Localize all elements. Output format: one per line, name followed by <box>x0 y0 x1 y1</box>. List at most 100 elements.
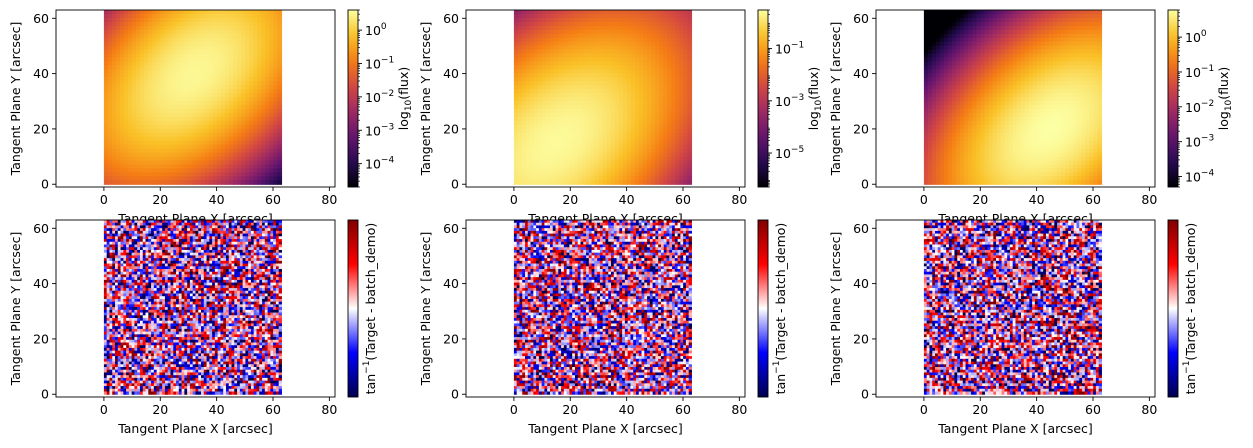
x-tick-label: 20 <box>972 402 988 417</box>
colorbar: 100 10−1 10−2 10−3 10−4 log10(flux) <box>1167 9 1234 188</box>
y-axis-label: Tangent Plane Y [arcsec] <box>8 232 23 387</box>
heatmap-image <box>923 10 1103 185</box>
colorbar-tick-label: 10−3 <box>1185 134 1214 150</box>
y-axis-label: Tangent Plane Y [arcsec] <box>828 232 843 387</box>
y-tick-label: 20 <box>33 331 49 346</box>
y-tick-label: 20 <box>33 121 49 136</box>
y-axis-label: Tangent Plane Y [arcsec] <box>418 22 433 177</box>
x-tick-label: 40 <box>1029 192 1045 207</box>
y-axis-label: Tangent Plane Y [arcsec] <box>418 232 433 387</box>
x-axis-label: Tangent Plane X [arcsec] <box>117 421 273 436</box>
y-tick-label: 60 <box>443 221 459 236</box>
colorbar-gradient <box>757 9 769 188</box>
y-tick-label: 40 <box>853 66 869 81</box>
axes-frame <box>875 219 1156 398</box>
colorbar-gradient <box>347 9 359 188</box>
axes-frame <box>55 219 336 398</box>
y-axis-label: Tangent Plane Y [arcsec] <box>8 22 23 177</box>
y-tick-label: 40 <box>443 66 459 81</box>
x-tick-label: 60 <box>265 402 281 417</box>
x-tick-label: 20 <box>562 192 578 207</box>
y-tick-label: 0 <box>861 177 869 192</box>
colorbar-tick-label: 100 <box>1185 29 1207 45</box>
x-tick-label: 20 <box>562 402 578 417</box>
axes-frame <box>875 9 1156 188</box>
colorbar-tick-label: 10−1 <box>1185 64 1214 80</box>
x-tick-label: 60 <box>675 402 691 417</box>
x-tick-label: 20 <box>972 192 988 207</box>
y-tick-label: 60 <box>33 221 49 236</box>
x-tick-label: 80 <box>1141 192 1157 207</box>
colorbar-tick-label: 10−4 <box>1185 169 1214 185</box>
heatmap-image <box>103 220 282 395</box>
x-tick-label: 80 <box>731 402 747 417</box>
colorbar-gradient <box>347 219 359 398</box>
x-tick-label: 40 <box>1029 402 1045 417</box>
x-tick-label: 80 <box>321 192 337 207</box>
colorbar-tick-label: 10−1 <box>775 41 804 57</box>
y-tick-label: 20 <box>443 331 459 346</box>
x-tick-label: 0 <box>920 192 928 207</box>
colorbar-label: tan−1(Target - batch_demo) <box>362 223 378 395</box>
heatmap-image <box>103 10 283 185</box>
y-axis-label: Tangent Plane Y [arcsec] <box>828 22 843 177</box>
y-tick-label: 60 <box>443 11 459 26</box>
x-tick-label: 60 <box>265 192 281 207</box>
colorbar: tan−1(Target - batch_demo) <box>757 219 788 398</box>
subplot-residual: 0 20 40 60 80 0 20 40 60 Tangent Plane X [arcsec]… <box>418 219 788 436</box>
y-tick-label: 60 <box>853 11 869 26</box>
colorbar-gradient <box>757 219 769 398</box>
y-tick-label: 40 <box>33 66 49 81</box>
y-tick-label: 60 <box>853 221 869 236</box>
colorbar-gradient <box>1167 9 1179 188</box>
colorbar-tick-label: 10−2 <box>365 89 394 105</box>
y-tick-label: 40 <box>853 276 869 291</box>
colorbar-label: log10(flux) <box>806 67 824 130</box>
heatmap-image <box>923 220 1102 395</box>
subplot-residual: 0 20 40 60 80 0 20 40 60 Tangent Plane X [arcsec]… <box>8 219 378 436</box>
x-tick-label: 60 <box>1085 192 1101 207</box>
colorbar-label: tan−1(Target - batch_demo) <box>772 223 788 395</box>
x-tick-label: 60 <box>1085 402 1101 417</box>
y-tick-label: 20 <box>853 121 869 136</box>
axes-frame <box>465 219 746 398</box>
subplot-residual: 0 20 40 60 80 0 20 40 60 Tangent Plane X [arcsec]… <box>828 219 1198 436</box>
x-tick-label: 60 <box>675 192 691 207</box>
colorbar-tick-label: 10−1 <box>365 55 394 71</box>
y-tick-label: 40 <box>33 276 49 291</box>
x-tick-label: 40 <box>209 192 225 207</box>
x-tick-label: 80 <box>321 402 337 417</box>
y-tick-label: 0 <box>451 177 459 192</box>
colorbar: tan−1(Target - batch_demo) <box>1167 219 1198 398</box>
x-tick-label: 0 <box>510 192 518 207</box>
colorbar-label: log10(flux) <box>1216 67 1234 130</box>
x-tick-label: 0 <box>920 402 928 417</box>
colorbar-tick-label: 10−2 <box>1185 99 1214 115</box>
x-tick-label: 80 <box>731 192 747 207</box>
y-tick-label: 20 <box>443 121 459 136</box>
x-tick-label: 20 <box>152 192 168 207</box>
heatmap-image <box>513 220 692 395</box>
colorbar-tick-label: 10−4 <box>365 156 394 172</box>
x-axis-label: Tangent Plane X [arcsec] <box>937 421 1093 436</box>
colorbar-label: tan−1(Target - batch_demo) <box>1182 223 1198 395</box>
colorbar-tick-label: 10−5 <box>775 145 804 161</box>
colorbar-tick-label: 10−3 <box>365 122 394 138</box>
x-tick-label: 80 <box>1141 402 1157 417</box>
x-tick-label: 40 <box>209 402 225 417</box>
x-axis-label: Tangent Plane X [arcsec] <box>527 421 683 436</box>
axes-frame <box>55 9 336 188</box>
y-tick-label: 0 <box>861 387 869 402</box>
y-tick-label: 60 <box>33 11 49 26</box>
y-tick-label: 0 <box>41 177 49 192</box>
axes-frame <box>465 9 746 188</box>
x-tick-label: 20 <box>152 402 168 417</box>
y-tick-label: 0 <box>41 387 49 402</box>
y-tick-label: 40 <box>443 276 459 291</box>
x-tick-label: 0 <box>510 402 518 417</box>
